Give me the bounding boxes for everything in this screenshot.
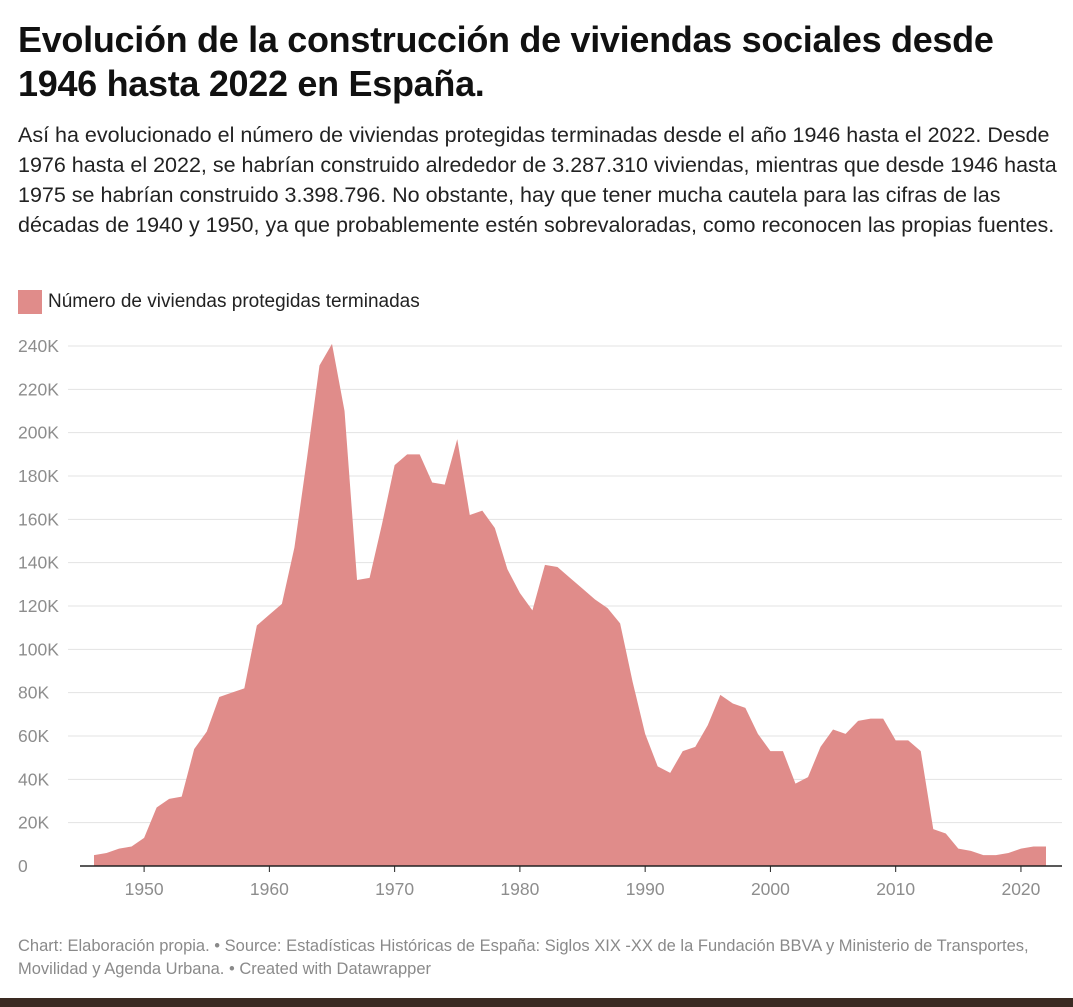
y-tick-label: 100K — [18, 639, 59, 659]
chart-footer: Chart: Elaboración propia. • Source: Est… — [18, 937, 1029, 978]
x-tick-label: 1980 — [500, 879, 539, 899]
x-tick-label: 2020 — [1001, 879, 1040, 899]
x-tick-label: 2010 — [876, 879, 915, 899]
chart-title: Evolución de la construcción de vivienda… — [18, 19, 994, 104]
y-tick-label: 220K — [18, 379, 59, 399]
y-tick-label: 40K — [18, 769, 49, 789]
x-tick-label: 1970 — [375, 879, 414, 899]
legend: Número de viviendas protegidas terminada… — [18, 289, 420, 315]
y-tick-label: 120K — [18, 596, 59, 616]
area-chart: 0 20K 40K 60K 80K 100K 120K 140K 160K 180K 200K 220… — [18, 336, 1062, 899]
x-tick-label: 1950 — [125, 879, 164, 899]
x-tick-label: 1960 — [250, 879, 289, 899]
y-tick-label: 140K — [18, 553, 59, 573]
y-tick-label: 20K — [18, 813, 49, 833]
legend-label: Número de viviendas protegidas terminada… — [48, 291, 420, 312]
x-tick-label: 2000 — [751, 879, 790, 899]
y-tick-label: 160K — [18, 509, 59, 529]
bottom-bar — [0, 998, 1073, 1007]
y-tick-label: 60K — [18, 726, 49, 746]
y-tick-label: 240K — [18, 336, 59, 356]
area-series — [94, 343, 1046, 867]
y-tick-label: 200K — [18, 423, 59, 443]
y-tick-label: 0 — [18, 856, 28, 876]
chart-description: Así ha evolucionado el número de viviend… — [18, 123, 1057, 237]
legend-swatch — [18, 290, 42, 314]
y-tick-label: 80K — [18, 683, 49, 703]
x-tick-label: 1990 — [626, 879, 665, 899]
y-tick-label: 180K — [18, 466, 59, 486]
